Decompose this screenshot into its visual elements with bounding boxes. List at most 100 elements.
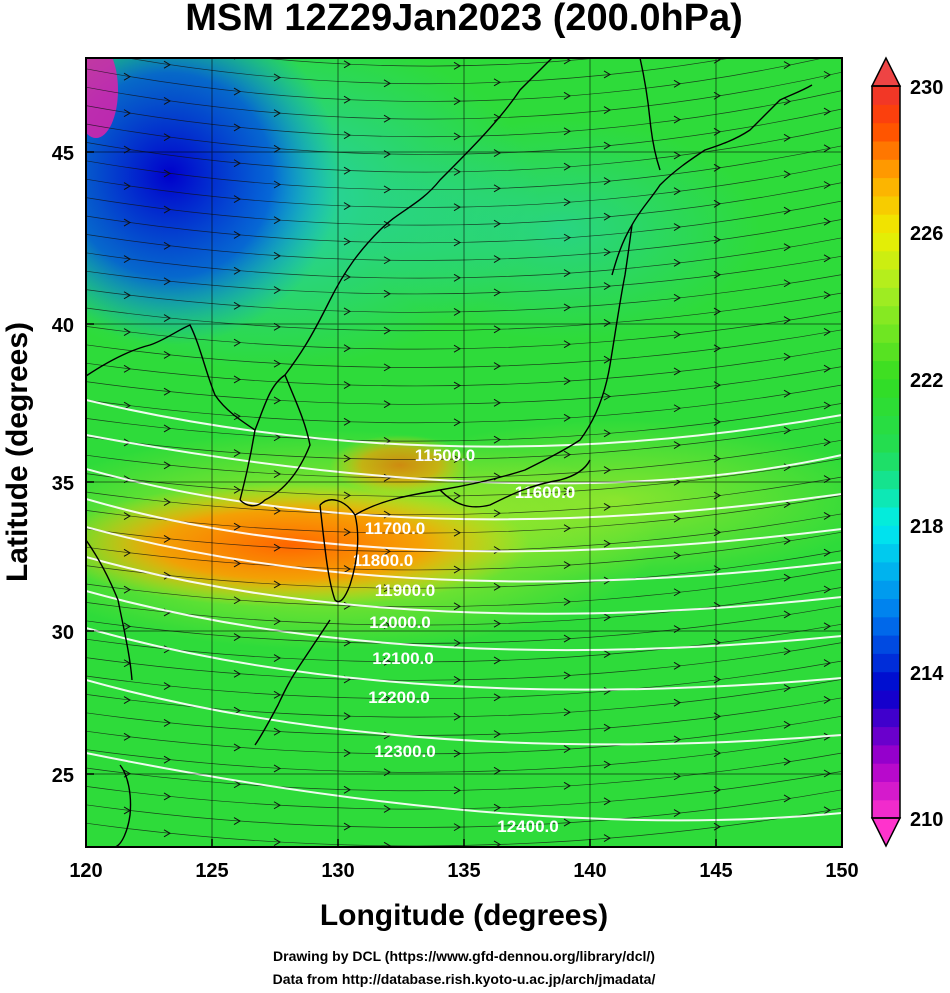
colorbar-band bbox=[872, 159, 900, 179]
wind-arrow bbox=[343, 417, 351, 426]
wind-arrow bbox=[823, 806, 831, 815]
colorbar-band bbox=[872, 177, 900, 197]
contour-label: 12000.0 bbox=[369, 613, 430, 632]
wind-arrow bbox=[343, 60, 351, 69]
cold-core bbox=[86, 58, 340, 345]
wind-arrow bbox=[273, 617, 281, 626]
wind-arrow bbox=[163, 571, 171, 580]
wind-arrow bbox=[123, 72, 131, 81]
wind-arrow bbox=[603, 760, 611, 769]
wind-arrow bbox=[453, 238, 461, 247]
wind-arrow bbox=[383, 657, 391, 666]
wind-arrow bbox=[383, 289, 391, 298]
wind-arrow bbox=[453, 167, 461, 176]
y-tick-label: 30 bbox=[52, 622, 74, 644]
colorbar-tick-label: 210 bbox=[910, 809, 943, 831]
wind-arrow bbox=[824, 35, 830, 42]
wind-arrow bbox=[823, 585, 831, 594]
wind-arrow bbox=[273, 359, 281, 368]
wind-arrow bbox=[163, 205, 171, 214]
wind-arrow bbox=[783, 279, 791, 288]
wind-arrow bbox=[343, 307, 351, 316]
wind-arrow bbox=[603, 613, 611, 622]
wind-arrow bbox=[123, 328, 131, 336]
wind-arrow bbox=[563, 91, 571, 100]
wind-arrow bbox=[603, 429, 611, 438]
cool-halo-ne bbox=[360, 120, 760, 340]
wind-arrow bbox=[343, 454, 351, 463]
wind-arrow bbox=[603, 106, 611, 114]
wind-arrow bbox=[233, 743, 241, 752]
colorbar-band bbox=[872, 525, 900, 545]
wind-arrow bbox=[343, 381, 351, 389]
wind-arrow bbox=[273, 470, 281, 478]
colorbar-band bbox=[872, 104, 900, 124]
colorbar-band bbox=[872, 122, 900, 142]
wind-arrow bbox=[343, 491, 351, 500]
colorbar-band bbox=[872, 799, 900, 819]
wind-arrow bbox=[563, 233, 571, 242]
wind-arrow bbox=[453, 491, 461, 500]
wind-arrow bbox=[563, 597, 571, 606]
wind-arrow bbox=[603, 834, 611, 843]
wind-arrow bbox=[603, 70, 611, 79]
wind-arrow bbox=[493, 219, 501, 228]
colorbar-band bbox=[872, 287, 900, 307]
wind-arrow bbox=[783, 133, 791, 142]
wind-arrow bbox=[823, 511, 831, 520]
wind-arrow bbox=[823, 695, 831, 704]
wind-arrow bbox=[603, 539, 611, 548]
contour-label: 11800.0 bbox=[353, 551, 414, 570]
wind-arrow bbox=[603, 248, 611, 257]
height-contour bbox=[86, 468, 842, 521]
contour-label: 11600.0 bbox=[515, 483, 576, 502]
wind-arrow bbox=[233, 559, 241, 568]
wind-arrow bbox=[233, 123, 241, 132]
wind-arrow bbox=[493, 619, 501, 628]
x-tick-label: 150 bbox=[825, 860, 858, 882]
wind-arrow bbox=[273, 396, 281, 405]
wind-arrow bbox=[383, 841, 391, 847]
wind-arrow bbox=[563, 634, 571, 643]
wind-arrow bbox=[383, 805, 391, 813]
wind-arrow bbox=[343, 785, 351, 794]
wind-arrow bbox=[163, 755, 171, 764]
height-contour bbox=[86, 498, 842, 553]
wind-arrow bbox=[783, 610, 791, 619]
colorbar-band bbox=[872, 671, 900, 691]
wind-arrow bbox=[123, 696, 131, 704]
wind-arrow bbox=[823, 438, 831, 447]
colorbar-band bbox=[872, 415, 900, 435]
wind-arrow bbox=[383, 114, 391, 123]
wind-arrow bbox=[273, 764, 281, 773]
wind-arrow bbox=[673, 514, 681, 523]
colorbar-tick-label: 226 bbox=[910, 223, 943, 245]
wind-arrow bbox=[823, 769, 831, 778]
x-axis: 120 125 130 135 140 145 150 Longitude (d… bbox=[69, 839, 859, 932]
height-contour bbox=[86, 526, 842, 583]
wind-arrow bbox=[783, 757, 791, 766]
colorbar-band bbox=[872, 214, 900, 233]
wind-arrow bbox=[673, 367, 681, 376]
wind-arrow bbox=[453, 749, 461, 758]
wind-arrow bbox=[563, 413, 571, 422]
wind-arrow bbox=[273, 580, 281, 589]
temperature-field: 11500.0 11600.0 11700.0 11800.0 11900.0 12000… bbox=[86, 35, 842, 847]
wind-arrow bbox=[453, 565, 461, 574]
wind-arrow bbox=[343, 202, 351, 211]
wind-arrow bbox=[673, 258, 681, 267]
wind-arrow bbox=[233, 633, 241, 641]
colorbar-band bbox=[872, 543, 900, 563]
wind-arrow bbox=[493, 656, 501, 665]
colorbar-band bbox=[872, 269, 900, 288]
wind-arrow bbox=[453, 675, 461, 684]
contour-label: 11700.0 bbox=[365, 519, 426, 538]
colorbar-band bbox=[872, 323, 900, 343]
height-contour bbox=[86, 752, 842, 822]
wind-arrow bbox=[123, 218, 131, 227]
wind-arrow bbox=[603, 141, 611, 150]
colorbar-band bbox=[872, 452, 900, 471]
wind-arrow bbox=[603, 650, 611, 659]
colorbar-band bbox=[872, 635, 900, 654]
colorbar-band bbox=[872, 360, 900, 380]
